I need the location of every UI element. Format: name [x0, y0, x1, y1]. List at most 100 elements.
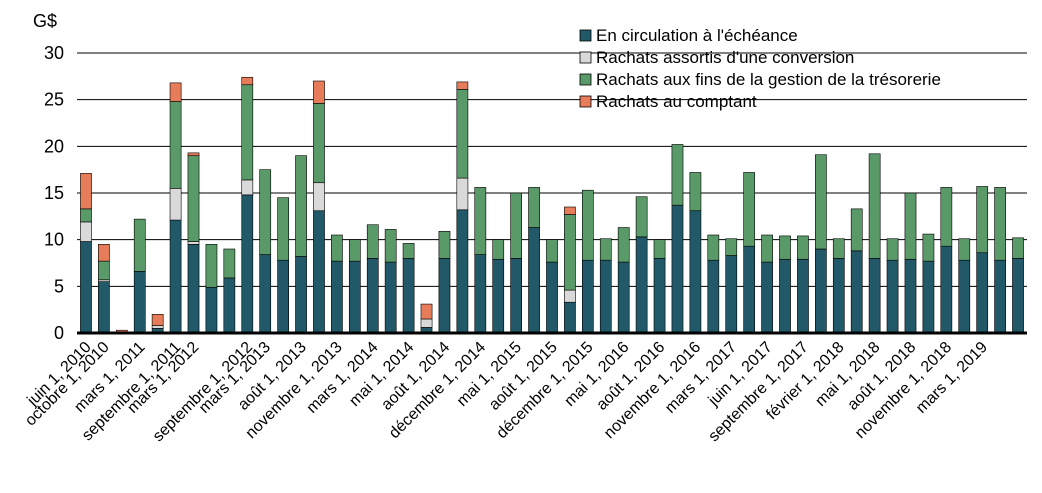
y-tick-label: 10: [44, 230, 64, 250]
bar-segment-31-2: [635, 196, 648, 238]
bar-segment-26-0: [546, 261, 558, 334]
bar-segment-21-3: [456, 81, 469, 90]
bar-segment-23-0: [492, 258, 505, 334]
bar-segment-9-3: [241, 76, 254, 86]
bar-segment-24-0: [510, 258, 522, 334]
bar-segment-21-1: [456, 177, 469, 211]
legend-swatch-0: [579, 29, 592, 42]
bar-segment-47-0: [922, 260, 935, 334]
bar-segment-44-0: [868, 258, 881, 334]
bar-segment-48-2: [940, 187, 953, 247]
legend-swatch-3: [579, 95, 592, 108]
bar-segment-35-0: [707, 259, 720, 334]
bar-segment-9-2: [241, 84, 254, 181]
legend-label-0: En circulation à l'échéance: [596, 26, 798, 45]
bar-segment-18-0: [402, 258, 415, 334]
bar-segment-4-3: [151, 314, 164, 326]
bar-segment-0-0: [80, 241, 92, 334]
bar-segment-10-0: [259, 254, 272, 334]
bar-segment-5-0: [169, 219, 182, 334]
bar-segment-3-2: [133, 218, 146, 272]
bar-segment-36-2: [725, 238, 738, 256]
bar-segment-50-2: [976, 186, 989, 254]
bar-segment-32-0: [653, 258, 666, 334]
bar-segment-40-2: [797, 235, 809, 260]
bar-segment-19-3: [420, 303, 433, 320]
bar-segment-29-2: [599, 238, 612, 261]
bar-segment-1-3: [98, 244, 110, 262]
bar-segment-14-2: [331, 234, 343, 262]
bar-segment-12-2: [295, 155, 307, 257]
bar-segment-7-2: [205, 244, 218, 288]
bar-segment-51-2: [994, 187, 1006, 261]
bar-segment-13-0: [313, 210, 325, 334]
legend-swatch-2: [579, 73, 592, 86]
bar-segment-28-2: [581, 189, 594, 261]
bar-segment-7-0: [205, 286, 218, 334]
bar-segment-27-1: [564, 289, 576, 303]
bar-segment-25-0: [528, 227, 540, 334]
bar-segment-6-3: [187, 152, 200, 156]
legend-label-3: Rachats au comptant: [596, 92, 757, 111]
bar-segment-13-1: [313, 182, 325, 212]
bar-segment-6-1: [187, 241, 200, 245]
bar-segment-47-2: [922, 233, 935, 262]
bar-segment-48-0: [940, 245, 953, 334]
bar-segment-18-2: [402, 243, 415, 259]
bar-segment-45-2: [886, 238, 899, 261]
y-tick-label: 0: [54, 323, 64, 343]
bar-segment-20-0: [438, 258, 451, 334]
bar-segment-38-2: [761, 234, 773, 263]
bar-segment-35-2: [707, 234, 720, 261]
bar-segment-38-0: [761, 261, 773, 334]
bar-segment-17-0: [384, 261, 397, 334]
bar-segment-46-0: [904, 258, 917, 334]
bar-segment-52-0: [1012, 258, 1024, 334]
bar-segment-0-2: [80, 208, 92, 223]
bar-segment-9-0: [241, 194, 254, 334]
y-tick-label: 20: [44, 136, 64, 156]
legend: En circulation à l'échéance Rachats assor…: [579, 26, 941, 111]
bar-segment-5-2: [169, 101, 182, 189]
bar-segment-1-0: [98, 281, 110, 334]
bar-segment-15-2: [348, 239, 361, 262]
bar-segment-36-0: [725, 255, 738, 334]
bar-segment-8-0: [223, 277, 236, 334]
bar-segment-19-1: [420, 318, 433, 328]
bar-segment-21-0: [456, 209, 469, 334]
bar-segment-52-2: [1012, 237, 1024, 259]
bar-segment-41-2: [815, 154, 827, 250]
bar-segment-25-2: [528, 187, 540, 228]
legend-swatch-1: [579, 51, 592, 64]
bar-segment-16-0: [366, 258, 379, 334]
bar-segment-43-0: [850, 250, 863, 334]
bar-segment-41-0: [815, 248, 827, 334]
y-tick-label: 15: [44, 183, 64, 203]
bar-segment-28-0: [581, 259, 594, 334]
y-axis-unit-label: G$: [33, 11, 57, 31]
bar-segment-1-2: [98, 260, 110, 281]
bar-segment-32-2: [653, 239, 666, 259]
bar-segment-0-1: [80, 221, 92, 242]
bar-segment-34-2: [689, 172, 702, 212]
y-axis-tick-labels: 0 5 10 15 20 25 30: [44, 43, 64, 343]
bar-segment-5-3: [169, 82, 182, 102]
bar-segment-22-0: [474, 254, 487, 334]
bar-segment-30-0: [617, 261, 630, 334]
bar-segment-17-2: [384, 229, 397, 263]
bar-segment-10-2: [259, 169, 272, 255]
bar-segment-34-0: [689, 210, 702, 334]
bar-segment-16-2: [366, 224, 379, 259]
y-tick-label: 25: [44, 90, 64, 110]
bar-segment-37-0: [743, 245, 756, 334]
gridlines: [77, 52, 1027, 287]
bar-segment-37-2: [743, 172, 756, 247]
y-tick-label: 5: [54, 276, 64, 296]
bar-segment-27-2: [564, 214, 576, 291]
bar-segment-15-0: [348, 260, 361, 334]
bar-segment-42-2: [832, 238, 845, 259]
y-tick-label: 30: [44, 43, 64, 63]
bars: [80, 76, 1024, 334]
bar-segment-9-1: [241, 179, 254, 196]
bar-segment-40-0: [797, 258, 809, 334]
